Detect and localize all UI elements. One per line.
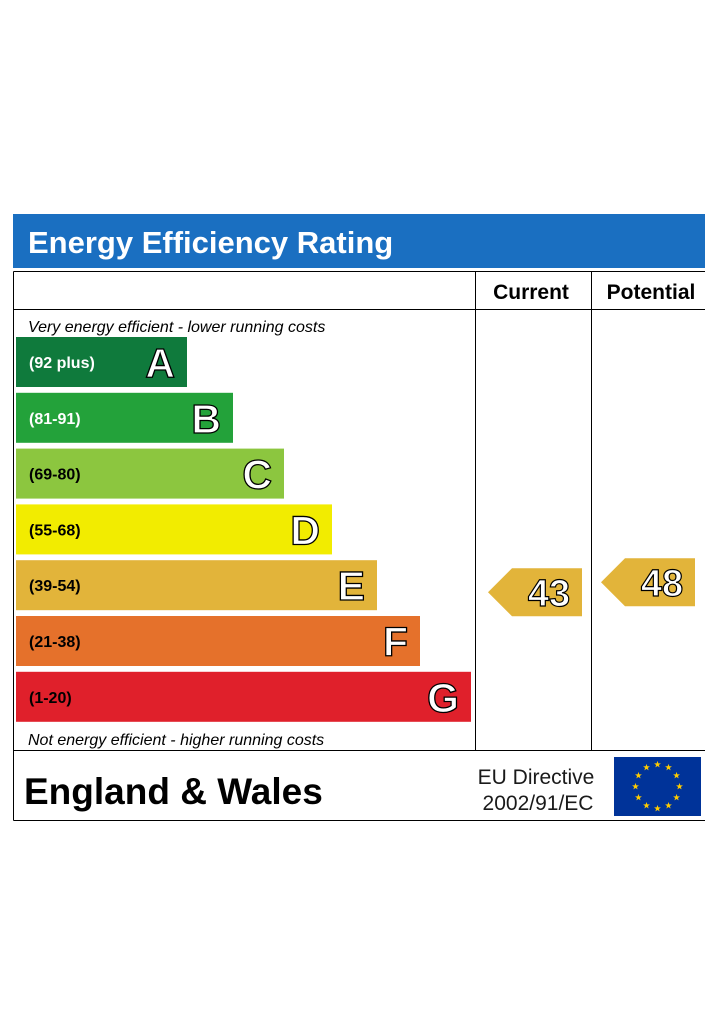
column-header-potential: Potential — [607, 281, 696, 304]
eu-star-icon — [654, 804, 661, 812]
band-letter-f: F — [383, 619, 408, 665]
eu-flag-icon — [614, 757, 701, 816]
band-letter-e: E — [338, 563, 365, 609]
band-bar-d — [16, 504, 332, 555]
band-g: (1-20) G — [16, 671, 471, 722]
band-range-f: (21-38) — [29, 634, 81, 651]
eu-star-icon — [643, 763, 650, 771]
table-frame — [13, 271, 705, 821]
band-bar-c — [16, 448, 284, 499]
current-value: 43 — [528, 573, 570, 615]
chart-title: Energy Efficiency Rating — [28, 225, 393, 260]
current-arrow — [488, 568, 582, 617]
eu-star-icon — [665, 763, 672, 771]
eu-star-icon — [673, 771, 680, 779]
potential-indicator: 48 — [601, 558, 695, 607]
band-d: (55-68) D — [16, 504, 332, 555]
rating-bands: (92 plus) A (81-91) B (69-80) C (55-68) D (39-54… — [16, 337, 471, 722]
region-label: England & Wales — [24, 771, 323, 812]
potential-arrow — [601, 558, 695, 607]
band-e: (39-54) E — [16, 560, 377, 611]
column-header-current: Current — [493, 281, 569, 304]
band-letter-b: B — [191, 396, 221, 442]
header-bar — [13, 214, 705, 268]
eu-star-icon — [654, 760, 661, 768]
eu-star-icon — [676, 782, 683, 790]
top-note: Very energy efficient - lower running co… — [28, 319, 325, 336]
band-letter-a: A — [145, 340, 175, 386]
eu-star-icon — [632, 782, 639, 790]
eu-star-icon — [673, 793, 680, 801]
band-letter-g: G — [427, 675, 459, 721]
directive-line-1: EU Directive — [478, 766, 595, 789]
band-letter-c: C — [242, 452, 272, 498]
eu-star-icon — [635, 793, 642, 801]
band-range-d: (55-68) — [29, 522, 81, 539]
potential-value: 48 — [641, 563, 683, 605]
band-range-b: (81-91) — [29, 411, 81, 428]
band-bar-e — [16, 560, 377, 611]
band-bar-a — [16, 337, 187, 387]
directive-line-2: 2002/91/EC — [483, 792, 594, 815]
band-range-c: (69-80) — [29, 467, 81, 484]
band-bar-g — [16, 671, 471, 722]
eu-star-icon — [643, 801, 650, 809]
band-letter-d: D — [290, 507, 320, 553]
eu-star-icon — [635, 771, 642, 779]
bottom-note: Not energy efficient - higher running co… — [28, 732, 324, 749]
band-b: (81-91) B — [16, 392, 233, 443]
band-c: (69-80) C — [16, 448, 284, 499]
rating-indicators: 43 48 — [488, 558, 695, 617]
current-indicator: 43 — [488, 568, 582, 617]
band-bar-b — [16, 392, 233, 443]
band-bar-f — [16, 616, 420, 666]
band-a: (92 plus) A — [16, 337, 187, 387]
eu-star-icon — [665, 801, 672, 809]
band-range-g: (1-20) — [29, 690, 72, 707]
band-range-e: (39-54) — [29, 578, 81, 595]
band-range-a: (92 plus) — [29, 355, 95, 372]
band-f: (21-38) F — [16, 616, 420, 666]
